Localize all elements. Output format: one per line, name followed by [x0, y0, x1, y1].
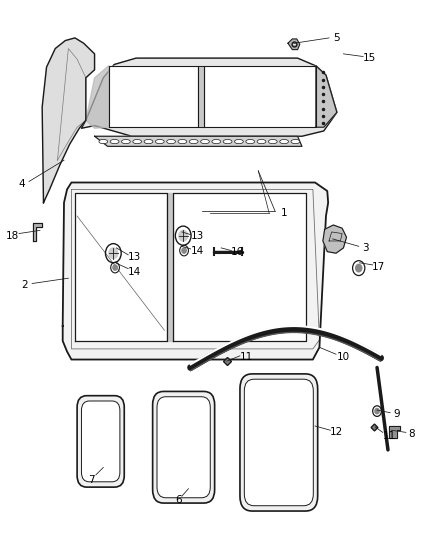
Text: 13: 13 [127, 252, 141, 262]
Ellipse shape [291, 140, 300, 144]
FancyBboxPatch shape [81, 401, 120, 482]
Ellipse shape [167, 140, 176, 144]
Text: 3: 3 [362, 243, 369, 253]
Polygon shape [166, 193, 173, 341]
Text: 11: 11 [383, 431, 396, 441]
Polygon shape [204, 66, 316, 127]
Polygon shape [109, 66, 198, 127]
Polygon shape [75, 193, 166, 341]
FancyBboxPatch shape [152, 391, 215, 503]
Ellipse shape [189, 140, 198, 144]
Polygon shape [95, 136, 302, 147]
Polygon shape [316, 66, 337, 127]
Circle shape [109, 248, 118, 259]
Circle shape [182, 248, 186, 253]
Text: 9: 9 [393, 409, 399, 419]
Polygon shape [198, 66, 204, 127]
Text: 6: 6 [176, 495, 182, 505]
Text: 4: 4 [18, 179, 25, 189]
Polygon shape [86, 66, 109, 128]
Text: 14: 14 [127, 267, 141, 277]
Ellipse shape [155, 140, 164, 144]
FancyBboxPatch shape [244, 379, 313, 506]
Ellipse shape [223, 140, 232, 144]
Text: 2: 2 [21, 280, 28, 290]
Ellipse shape [234, 140, 243, 144]
Text: 1: 1 [281, 208, 288, 219]
Ellipse shape [257, 140, 266, 144]
Text: 17: 17 [372, 262, 385, 271]
Ellipse shape [144, 140, 153, 144]
Ellipse shape [178, 140, 187, 144]
Circle shape [113, 265, 117, 270]
Ellipse shape [121, 140, 130, 144]
Text: 12: 12 [330, 427, 343, 438]
Text: 11: 11 [240, 352, 253, 362]
Text: 8: 8 [409, 429, 415, 439]
Ellipse shape [246, 140, 254, 144]
Polygon shape [81, 58, 337, 136]
Text: 5: 5 [333, 33, 339, 43]
Ellipse shape [280, 140, 289, 144]
Ellipse shape [133, 140, 141, 144]
FancyBboxPatch shape [240, 374, 318, 511]
Ellipse shape [212, 140, 221, 144]
Polygon shape [288, 39, 300, 50]
FancyBboxPatch shape [157, 397, 210, 498]
Polygon shape [173, 193, 306, 341]
Ellipse shape [110, 140, 119, 144]
Polygon shape [389, 426, 400, 438]
Polygon shape [323, 225, 346, 253]
Ellipse shape [268, 140, 277, 144]
Polygon shape [63, 182, 328, 360]
Polygon shape [33, 223, 42, 241]
Polygon shape [42, 38, 95, 203]
Text: 15: 15 [363, 53, 376, 63]
Text: 7: 7 [88, 475, 95, 485]
Text: 18: 18 [6, 231, 20, 241]
FancyBboxPatch shape [77, 395, 124, 487]
Circle shape [179, 230, 187, 241]
Ellipse shape [99, 140, 108, 144]
Circle shape [356, 264, 362, 272]
Text: 10: 10 [336, 352, 350, 362]
Text: 13: 13 [191, 231, 204, 241]
Text: 16: 16 [231, 247, 244, 256]
Ellipse shape [201, 140, 209, 144]
Circle shape [375, 408, 379, 414]
Text: 14: 14 [191, 246, 204, 255]
